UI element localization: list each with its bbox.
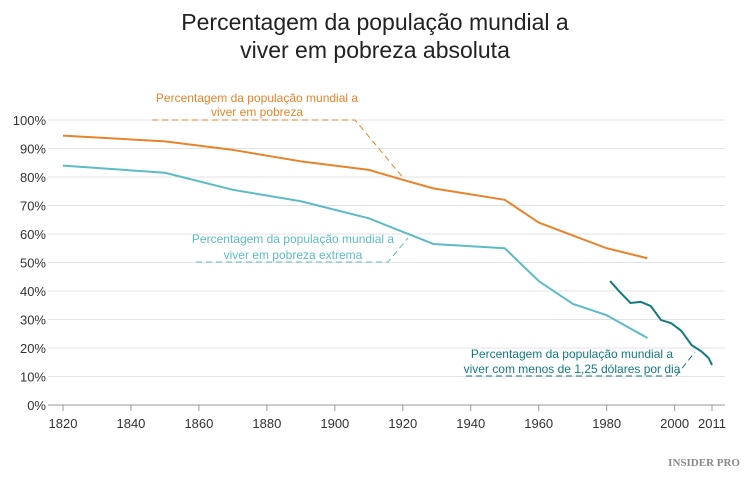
series-label-1-line-2: viver em pobreza bbox=[211, 105, 303, 119]
x-tick-label: 1920 bbox=[388, 416, 417, 431]
x-tick-label: 1980 bbox=[592, 416, 621, 431]
y-tick-label: 30% bbox=[20, 313, 46, 328]
chart-title-line-2: viver em pobreza absoluta bbox=[240, 37, 510, 63]
series-line-1 bbox=[62, 134, 648, 260]
series-line-2 bbox=[62, 164, 648, 339]
x-tick-label: 1840 bbox=[116, 416, 145, 431]
series-label-1-line-1: Percentagem da população mundial a bbox=[156, 91, 358, 105]
series-label-3-line-1: Percentagem da população mundial a bbox=[471, 347, 673, 361]
y-tick-label: 0% bbox=[27, 398, 46, 413]
x-tick-label: 1860 bbox=[184, 416, 213, 431]
watermark-logo: INSIDER PRO bbox=[668, 457, 740, 469]
y-tick-label: 80% bbox=[20, 170, 46, 185]
x-tick-label: 1880 bbox=[252, 416, 281, 431]
y-tick-label: 50% bbox=[20, 256, 46, 271]
series-label-2-line-2: viver em pobreza extrema bbox=[224, 248, 363, 262]
chart-title-line-1: Percentagem da população mundial a bbox=[181, 9, 569, 35]
x-tick-label: 1940 bbox=[456, 416, 485, 431]
y-tick-label: 90% bbox=[20, 142, 46, 157]
annotation-leader-line bbox=[152, 119, 406, 181]
y-tick-label: 20% bbox=[20, 341, 46, 356]
series-line-3 bbox=[609, 280, 713, 366]
x-tick-label: 2011 bbox=[698, 416, 726, 431]
x-tick-label: 1960 bbox=[524, 416, 553, 431]
y-tick-label: 70% bbox=[20, 199, 46, 214]
y-tick-label: 10% bbox=[20, 370, 46, 385]
y-tick-label: 60% bbox=[20, 227, 46, 242]
x-tick-label: 1900 bbox=[320, 416, 349, 431]
y-tick-label: 100% bbox=[13, 113, 47, 128]
annotation-leader-line bbox=[196, 237, 409, 263]
x-tick-label: 2000 bbox=[660, 416, 689, 431]
annotation-leader-line bbox=[466, 351, 696, 377]
series-label-3-line-2: viver com menos de 1,25 dólares por dia bbox=[464, 362, 681, 376]
x-tick-label: 1820 bbox=[49, 416, 78, 431]
series-label-2-line-1: Percentagem da população mundial a bbox=[192, 232, 394, 246]
y-tick-label: 40% bbox=[20, 284, 46, 299]
